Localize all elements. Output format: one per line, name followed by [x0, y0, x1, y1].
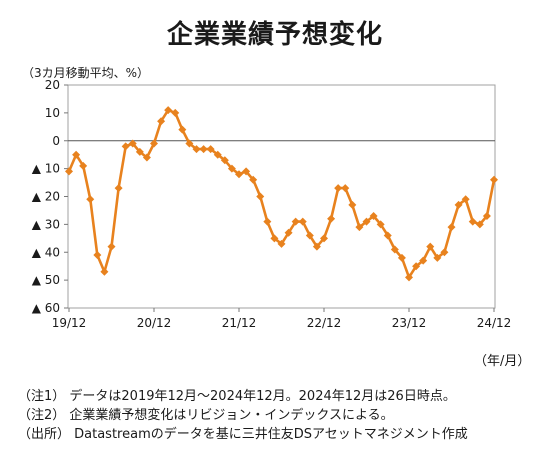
data-point — [419, 256, 428, 265]
x-tick-label: 22/12 — [307, 316, 342, 330]
data-point — [213, 150, 222, 159]
y-tick-label: 10 — [45, 106, 60, 120]
data-point — [157, 117, 166, 126]
data-point — [461, 195, 470, 204]
data-point — [65, 167, 73, 176]
data-point — [433, 253, 442, 262]
data-point — [86, 195, 95, 204]
data-point — [263, 217, 272, 226]
data-point — [468, 217, 477, 226]
data-point — [362, 217, 371, 226]
data-point — [185, 139, 194, 148]
data-point — [348, 200, 357, 209]
series-line — [67, 108, 496, 279]
chart-title: 企業業績予想変化 — [166, 20, 383, 50]
data-point — [327, 214, 336, 223]
y-axis-label: （3カ月移動平均、%） — [22, 66, 150, 80]
y-tick-label: 20 — [45, 78, 60, 92]
data-point — [79, 161, 88, 170]
footnotes: （注1） データは2019年12月～2024年12月。2024年12月は26日時… — [18, 387, 468, 444]
x-axis-label: （年/月） — [474, 354, 531, 369]
data-point — [114, 184, 123, 193]
y-tick-label: ▲ 60 — [32, 301, 60, 315]
x-tick-label: 23/12 — [392, 316, 427, 330]
data-point — [107, 242, 116, 251]
data-point — [242, 167, 251, 176]
data-point — [397, 253, 406, 262]
data-point — [312, 242, 321, 251]
data-point — [220, 156, 229, 165]
data-point — [369, 212, 378, 221]
plot-frame — [67, 84, 496, 309]
data-point — [405, 273, 413, 282]
data-point — [305, 231, 314, 240]
data-point — [376, 220, 385, 229]
data-point — [199, 145, 208, 154]
data-point — [298, 217, 307, 226]
data-point — [426, 242, 435, 251]
data-point — [150, 139, 158, 148]
data-point — [135, 147, 144, 156]
x-tick-label: 20/12 — [137, 316, 172, 330]
y-tick-label: ▲ 20 — [32, 190, 60, 204]
data-point — [475, 220, 484, 229]
data-point — [121, 142, 130, 151]
data-point — [227, 164, 236, 173]
data-point — [482, 212, 491, 221]
data-point — [235, 170, 243, 179]
data-point — [178, 125, 187, 134]
data-point — [291, 217, 300, 226]
data-point — [454, 200, 463, 209]
data-point — [72, 150, 81, 159]
data-point — [383, 231, 392, 240]
data-point — [490, 175, 498, 184]
data-point — [100, 267, 109, 276]
data-point — [277, 239, 286, 248]
source-note: （出所） Datastreamのデータを基に三井住友DSアセットマネジメント作成 — [18, 427, 468, 442]
data-point — [355, 223, 364, 232]
data-point — [192, 145, 201, 154]
data-point — [256, 192, 265, 201]
data-point — [320, 234, 328, 243]
note-2: （注2） 企業業績予想変化はリビジョン・インデックスによる。 — [18, 408, 394, 423]
y-tick-label: 0 — [52, 134, 60, 148]
data-point — [164, 106, 173, 115]
data-point — [341, 184, 350, 193]
note-1: （注1） データは2019年12月～2024年12月。2024年12月は26日時… — [18, 389, 456, 404]
x-tick-label: 24/12 — [477, 316, 512, 330]
data-point — [206, 145, 215, 154]
data-point — [93, 251, 102, 260]
data-point — [128, 139, 137, 148]
y-tick-label: ▲ 40 — [32, 245, 60, 259]
x-tick-label: 19/12 — [52, 316, 87, 330]
data-point — [249, 175, 258, 184]
data-point — [334, 184, 343, 193]
y-tick-label: ▲ 50 — [32, 273, 60, 287]
x-tick-label: 21/12 — [222, 316, 257, 330]
data-point — [284, 228, 293, 237]
data-point — [412, 262, 421, 271]
data-point — [270, 234, 279, 243]
data-point — [390, 245, 399, 254]
data-point — [171, 108, 180, 117]
data-point — [447, 223, 456, 232]
data-point — [142, 153, 151, 162]
y-tick-label: ▲ 10 — [32, 162, 60, 176]
y-tick-label: ▲ 30 — [32, 217, 60, 231]
data-point — [440, 248, 449, 257]
